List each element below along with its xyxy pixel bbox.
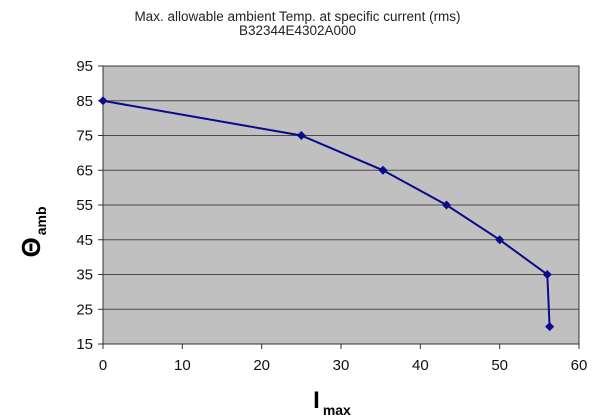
chart-title: Max. allowable ambient Temp. at specific… <box>134 9 461 24</box>
x-tick-label: 30 <box>333 357 350 374</box>
y-tick-label: 25 <box>76 301 93 318</box>
data-point <box>495 235 505 245</box>
data-point <box>542 270 552 279</box>
y-tick-label: 35 <box>76 267 93 284</box>
x-tick-label: 40 <box>412 357 429 374</box>
x-tick-label: 20 <box>253 357 270 374</box>
x-axis-label-subscript: max <box>323 402 351 418</box>
x-axis-label-symbol: I <box>313 387 320 414</box>
data-point <box>378 165 388 175</box>
x-tick-label: 50 <box>491 357 508 374</box>
y-tick-label: 85 <box>76 93 93 110</box>
y-axis-label: Θamb <box>16 206 49 257</box>
data-point <box>296 131 306 140</box>
data-point <box>545 322 555 332</box>
x-tick-label: 0 <box>99 357 107 374</box>
y-tick-label: 65 <box>76 162 93 179</box>
data-point <box>442 200 452 210</box>
y-tick-label: 15 <box>76 336 93 353</box>
chart-subtitle: B32344E4302A000 <box>238 23 357 38</box>
y-tick-label: 95 <box>76 58 93 75</box>
y-tick-label: 55 <box>76 197 93 214</box>
x-tick-label: 10 <box>174 357 191 374</box>
y-axis-label-symbol: Θ <box>16 237 46 257</box>
y-tick-label: 75 <box>76 128 93 145</box>
x-axis-ticks: 0 10 20 30 40 50 60 <box>99 344 588 374</box>
y-tick-label: 45 <box>76 232 93 249</box>
data-point <box>98 96 108 106</box>
x-tick-label: 60 <box>571 357 588 374</box>
y-axis-ticks: 15 25 35 45 55 65 75 85 95 <box>76 58 103 353</box>
series-points <box>98 96 555 332</box>
y-axis-label-subscript: amb <box>33 206 49 235</box>
